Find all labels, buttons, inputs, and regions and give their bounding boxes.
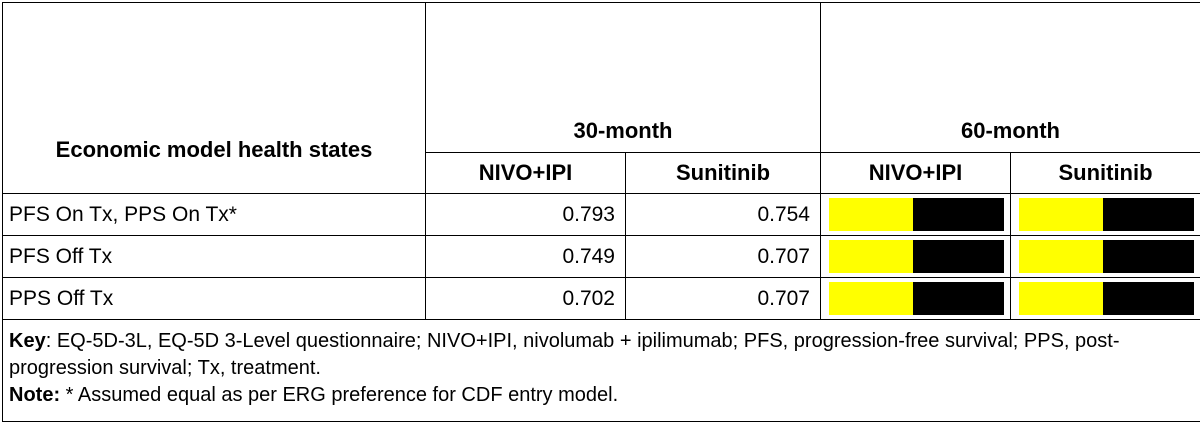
redaction-block bbox=[912, 198, 1004, 231]
redaction-block bbox=[829, 198, 913, 231]
redacted-cell bbox=[820, 235, 1010, 277]
redaction-block bbox=[912, 240, 1004, 273]
redacted-cell bbox=[1010, 193, 1200, 235]
column-header: Sunitinib bbox=[625, 152, 820, 193]
note-label: Note: bbox=[9, 384, 61, 406]
value-cell: 0.793 bbox=[425, 193, 625, 235]
row-label-header: Economic model health states bbox=[2, 2, 425, 193]
value-cell: 0.702 bbox=[425, 277, 625, 319]
redaction-block bbox=[1019, 282, 1103, 315]
column-header: Sunitinib bbox=[1010, 152, 1200, 193]
redacted-cell bbox=[1010, 235, 1200, 277]
row-label: PFS Off Tx bbox=[2, 235, 425, 277]
value-cell: 0.754 bbox=[625, 193, 820, 235]
redaction-block bbox=[1102, 198, 1194, 231]
key-text: : EQ-5D-3L, EQ-5D 3-Level questionnaire;… bbox=[9, 330, 1120, 379]
group-header: 60-month bbox=[820, 2, 1200, 152]
value-cell: 0.707 bbox=[625, 235, 820, 277]
redacted-cell bbox=[820, 277, 1010, 319]
footnotes: Key: EQ-5D-3L, EQ-5D 3-Level questionnai… bbox=[2, 319, 1200, 422]
redacted-cell bbox=[820, 193, 1010, 235]
redaction-block bbox=[1019, 240, 1103, 273]
redaction-block bbox=[829, 282, 913, 315]
value-cell: 0.749 bbox=[425, 235, 625, 277]
value-cell: 0.707 bbox=[625, 277, 820, 319]
redaction-block bbox=[1102, 282, 1194, 315]
note-text: * Assumed equal as per ERG preference fo… bbox=[60, 384, 619, 406]
row-label: PFS On Tx, PPS On Tx* bbox=[2, 193, 425, 235]
border bbox=[2, 421, 1200, 422]
column-header: NIVO+IPI bbox=[425, 152, 625, 193]
column-header: NIVO+IPI bbox=[820, 152, 1010, 193]
key-label: Key bbox=[9, 330, 46, 352]
redaction-block bbox=[1019, 198, 1103, 231]
row-label: PPS Off Tx bbox=[2, 277, 425, 319]
redaction-block bbox=[1102, 240, 1194, 273]
redacted-cell bbox=[1010, 277, 1200, 319]
redaction-block bbox=[912, 282, 1004, 315]
group-header: 30-month bbox=[425, 2, 820, 152]
redaction-block bbox=[829, 240, 913, 273]
